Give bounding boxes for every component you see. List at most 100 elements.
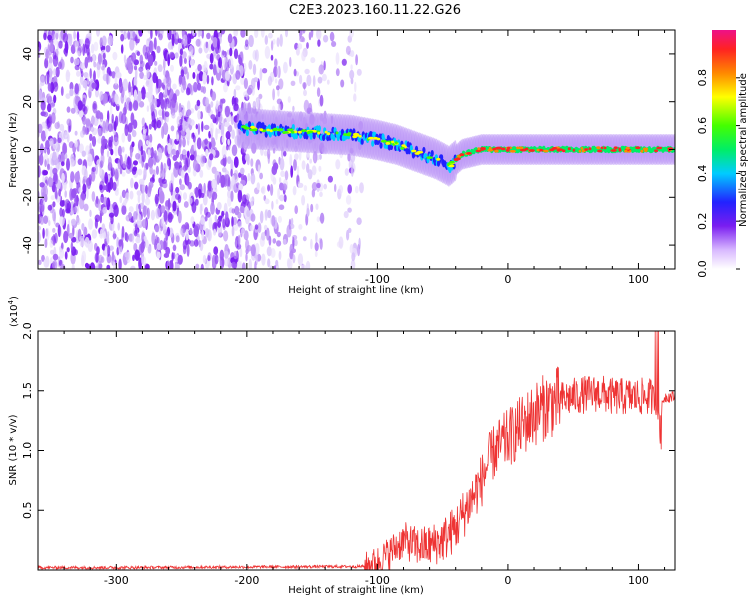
noise-blob xyxy=(323,183,328,190)
noise-blob xyxy=(48,220,51,226)
noise-blob xyxy=(301,50,306,62)
noise-blob xyxy=(73,30,76,40)
signal-peak xyxy=(307,130,314,134)
noise-blob xyxy=(186,71,190,80)
noise-blob xyxy=(200,86,205,93)
noise-blob xyxy=(138,30,144,37)
noise-blob xyxy=(167,54,171,67)
noise-blob xyxy=(81,254,85,267)
noise-blob xyxy=(116,72,122,79)
noise-blob xyxy=(214,254,219,265)
noise-blob xyxy=(144,197,151,206)
signal-peak xyxy=(528,149,535,152)
noise-blob xyxy=(138,101,145,108)
noise-blob xyxy=(216,202,222,211)
noise-blob xyxy=(108,139,113,152)
noise-blob xyxy=(48,56,53,65)
noise-blob xyxy=(93,41,99,52)
x-tick-label: 100 xyxy=(628,273,649,286)
noise-blob xyxy=(117,145,122,157)
noise-blob xyxy=(179,178,182,186)
noise-blob xyxy=(163,211,167,223)
noise-blob xyxy=(158,109,164,116)
noise-blob xyxy=(101,135,106,148)
noise-blob xyxy=(145,239,149,249)
noise-blob xyxy=(289,243,294,256)
noise-blob xyxy=(113,204,119,217)
colorbar: 0.0 0.2 0.4 0.6 0.8 Normalized spectral ampl… xyxy=(696,30,749,278)
y-tick-label: 1.5 xyxy=(21,382,34,400)
noise-blob xyxy=(76,70,81,77)
noise-blob xyxy=(54,232,58,244)
noise-blob xyxy=(303,185,308,192)
noise-blob xyxy=(214,214,218,223)
noise-blob xyxy=(108,156,112,168)
signal-peak xyxy=(600,146,604,150)
noise-blob xyxy=(231,144,238,157)
noise-blob xyxy=(171,33,175,47)
noise-blob xyxy=(276,85,280,91)
noise-blob xyxy=(355,54,358,66)
noise-blob xyxy=(129,149,133,158)
noise-blob xyxy=(326,79,330,85)
noise-blob xyxy=(133,242,138,252)
noise-blob xyxy=(39,182,45,188)
noise-blob xyxy=(167,100,172,109)
noise-blob xyxy=(43,215,49,224)
noise-blob xyxy=(245,193,250,201)
signal-peak xyxy=(346,133,352,137)
noise-blob xyxy=(317,76,323,84)
noise-blob xyxy=(65,69,71,83)
noise-blob xyxy=(259,67,263,81)
signal-peak xyxy=(324,130,328,134)
noise-blob xyxy=(211,76,214,86)
noise-blob xyxy=(177,38,182,44)
noise-blob xyxy=(82,183,87,194)
noise-blob xyxy=(101,35,107,47)
signal-peak xyxy=(459,153,465,157)
noise-blob xyxy=(189,148,194,155)
noise-blob xyxy=(57,137,62,144)
signal-peak xyxy=(335,131,339,135)
noise-blob xyxy=(203,124,210,131)
noise-blob xyxy=(316,216,320,223)
noise-blob xyxy=(207,229,212,242)
signal-peak xyxy=(400,146,405,150)
noise-blob xyxy=(107,245,111,257)
noise-blob xyxy=(177,254,183,265)
noise-blob xyxy=(86,177,92,187)
noise-blob xyxy=(271,200,274,210)
noise-blob xyxy=(250,172,256,185)
noise-blob xyxy=(294,205,299,215)
noise-blob xyxy=(167,142,172,155)
colorbar-tick-label: 0.0 xyxy=(696,260,709,278)
noise-blob xyxy=(201,121,204,132)
noise-blob xyxy=(170,125,175,132)
noise-blob xyxy=(76,30,80,42)
noise-blob xyxy=(160,98,165,110)
noise-blob xyxy=(45,140,50,150)
noise-blob xyxy=(103,230,106,240)
noise-blob xyxy=(59,248,65,259)
noise-blob xyxy=(259,172,263,180)
noise-blob xyxy=(267,184,271,192)
noise-blob xyxy=(179,153,183,161)
noise-blob xyxy=(196,73,200,84)
noise-blob xyxy=(220,30,226,35)
noise-blob xyxy=(66,247,70,253)
noise-blob xyxy=(322,34,329,43)
noise-blob xyxy=(208,191,212,199)
noise-blob xyxy=(310,203,314,213)
noise-blob xyxy=(152,72,158,84)
noise-blob xyxy=(234,239,238,248)
noise-blob xyxy=(160,205,166,214)
noise-blob xyxy=(200,217,206,225)
noise-blob xyxy=(353,93,357,102)
signal-peak xyxy=(385,142,391,145)
signal-peak xyxy=(642,147,649,151)
noise-blob xyxy=(233,88,237,99)
noise-blob xyxy=(150,30,153,40)
noise-blob xyxy=(301,195,306,206)
noise-blob xyxy=(164,111,170,118)
snr-x-axis-label: Height of straight line (km) xyxy=(288,585,424,596)
